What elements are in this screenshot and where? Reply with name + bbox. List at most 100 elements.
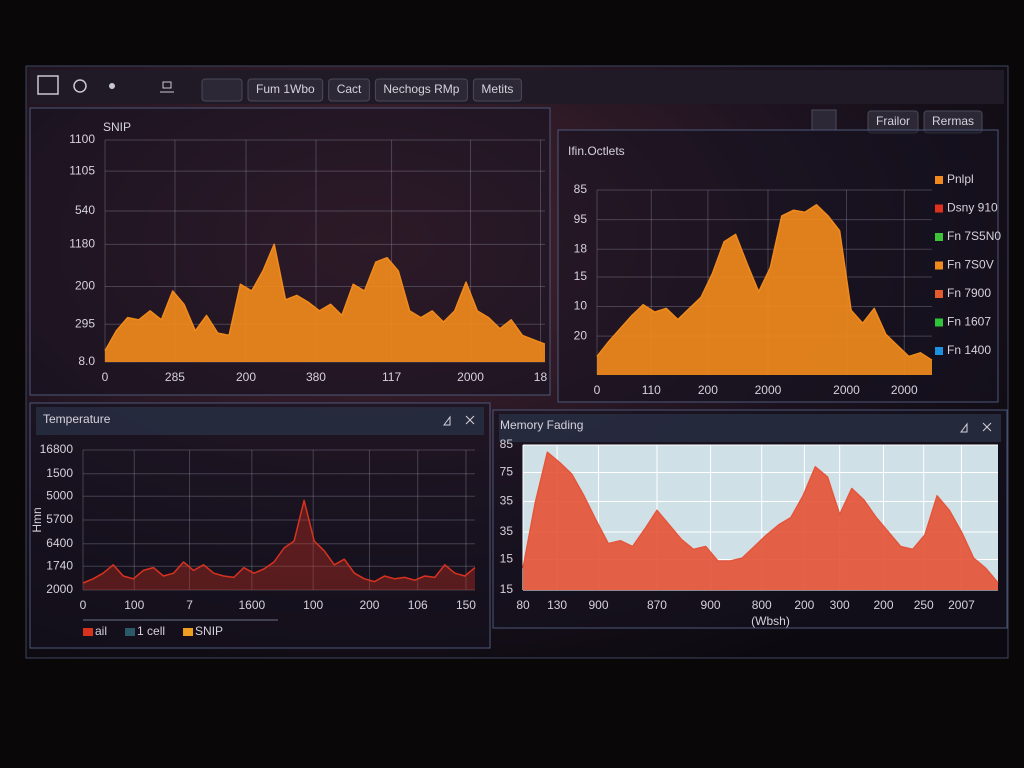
- y-tick-label: 1105: [69, 163, 95, 177]
- x-tick-label: 200: [698, 383, 718, 397]
- legend-label: Fn 1607: [947, 315, 991, 329]
- legend-label: Pnlpl: [947, 172, 974, 186]
- user-icon[interactable]: [160, 81, 174, 93]
- expand-icon[interactable]: [960, 422, 968, 433]
- legend-swatch: [935, 233, 943, 241]
- x-tick-label: 200: [236, 370, 256, 384]
- y-tick-label: 15: [574, 269, 588, 283]
- x-tick-label: 106: [408, 598, 428, 612]
- panel-header: [36, 407, 484, 435]
- x-tick-label: 870: [647, 598, 667, 612]
- legend-swatch: [183, 628, 194, 636]
- share-icon[interactable]: [109, 83, 115, 89]
- filter-button-label[interactable]: Frailor: [876, 114, 910, 128]
- y-tick-label: 540: [75, 203, 95, 217]
- toolbar-button-label[interactable]: Nechogs RMp: [383, 82, 459, 96]
- y-tick-label: 6400: [46, 536, 73, 550]
- chart-title: SNIP: [103, 120, 131, 134]
- panel-header: [499, 414, 1001, 442]
- y-tick-label: 85: [574, 182, 588, 196]
- x-tick-label: 2000: [457, 370, 484, 384]
- x-tick-label: 110: [642, 383, 661, 397]
- x-tick-label: 900: [588, 598, 608, 612]
- legend-label: ail: [95, 624, 107, 638]
- y-tick-label: 1100: [69, 132, 95, 146]
- x-tick-label: 800: [752, 598, 772, 612]
- x-tick-label: 285: [165, 370, 185, 384]
- grid-toggle[interactable]: [811, 109, 837, 131]
- legend-swatch: [935, 261, 943, 270]
- chart-title: Ifin.Octlets: [568, 144, 625, 158]
- menu-icon[interactable]: [37, 75, 59, 95]
- expand-icon[interactable]: [443, 415, 451, 426]
- y-tick-label: 20: [574, 328, 588, 342]
- x-axis-title: (Wbsh): [751, 614, 790, 628]
- toolbar-button-label[interactable]: Metits: [481, 82, 513, 96]
- legend-label: Fn 7S5N0: [947, 229, 1001, 243]
- area-line: [104, 243, 546, 352]
- legend-label: 1 cell: [137, 624, 165, 638]
- toolbar-button[interactable]: [328, 78, 370, 102]
- refresh-icon[interactable]: [73, 79, 87, 93]
- y-tick-label: 15: [500, 582, 514, 596]
- legend-swatch: [935, 204, 943, 213]
- legend-label: Fn 7900: [947, 286, 991, 300]
- y-tick-label: 200: [75, 279, 95, 293]
- y-tick-label: 75: [500, 465, 514, 479]
- x-tick-label: 900: [701, 598, 721, 612]
- y-tick-label: 2000: [46, 582, 73, 596]
- legend-label: Fn 7S0V: [947, 258, 994, 272]
- area: [523, 452, 998, 590]
- x-tick-label: 250: [914, 598, 934, 612]
- y-tick-label: 15: [500, 552, 514, 566]
- chart-title: Temperature: [43, 412, 111, 426]
- close-icon[interactable]: [465, 415, 475, 425]
- legend-swatch: [935, 318, 943, 327]
- y-axis-title: Hmn: [30, 507, 44, 532]
- x-tick-label: 150: [456, 598, 476, 612]
- y-tick-label: 95: [574, 212, 588, 226]
- area: [83, 500, 475, 590]
- area: [597, 204, 932, 375]
- toolbar-button-label[interactable]: Cact: [337, 82, 362, 96]
- panel: [29, 402, 491, 649]
- x-tick-label: 117: [382, 370, 401, 384]
- y-tick-label: 1500: [46, 466, 73, 480]
- y-tick-label: 85: [500, 437, 514, 451]
- x-tick-label: 100: [303, 598, 323, 612]
- area-line: [522, 451, 999, 584]
- x-tick-label: 2000: [755, 383, 782, 397]
- y-tick-label: 18: [574, 241, 588, 255]
- y-tick-label: 8.0: [78, 354, 95, 368]
- x-tick-label: 0: [102, 370, 109, 384]
- y-tick-label: 295: [75, 316, 95, 330]
- y-tick-label: 35: [500, 524, 514, 538]
- x-tick-label: 130: [547, 598, 567, 612]
- x-tick-label: 7: [186, 598, 193, 612]
- chart-title: Memory Fading: [500, 418, 583, 432]
- area-line: [596, 204, 933, 361]
- y-tick-label: 1180: [69, 237, 95, 251]
- x-tick-label: 2000: [833, 383, 860, 397]
- y-tick-label: 5000: [46, 488, 73, 502]
- legend-swatch: [125, 628, 136, 636]
- legend-label: Fn 1400: [947, 343, 991, 357]
- x-tick-label: 200: [359, 598, 379, 612]
- toolbar-button[interactable]: [472, 78, 522, 102]
- x-tick-label: 80: [516, 598, 530, 612]
- toolbar-button[interactable]: [374, 78, 468, 102]
- list-button[interactable]: [201, 78, 243, 102]
- x-tick-label: 300: [830, 598, 850, 612]
- x-tick-label: 100: [124, 598, 144, 612]
- close-icon[interactable]: [982, 422, 992, 432]
- x-tick-label: 200: [794, 598, 814, 612]
- toolbar-button-label[interactable]: Fum 1Wbo: [256, 82, 315, 96]
- legend-swatch: [935, 176, 943, 184]
- x-tick-label: 18: [534, 370, 548, 384]
- toolbar-button[interactable]: [247, 78, 324, 102]
- area: [105, 244, 545, 362]
- filter-button-label[interactable]: Rermas: [932, 114, 974, 128]
- x-tick-label: 380: [306, 370, 326, 384]
